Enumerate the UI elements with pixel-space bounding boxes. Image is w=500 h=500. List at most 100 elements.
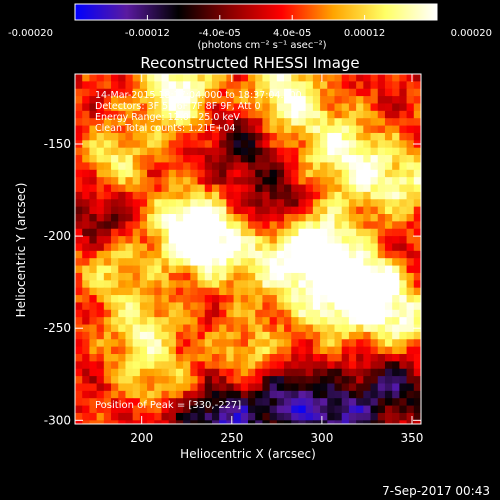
heatmap-pixel — [154, 295, 163, 304]
heatmap-pixel — [370, 169, 379, 178]
heatmap-pixel — [298, 191, 307, 200]
heatmap-pixel — [413, 125, 421, 134]
heatmap-pixel — [161, 206, 170, 215]
heatmap-pixel — [96, 221, 105, 230]
heatmap-pixel — [320, 324, 328, 333]
heatmap-pixel — [168, 265, 177, 274]
heatmap-pixel — [139, 155, 148, 164]
heatmap-pixel — [111, 258, 119, 267]
heatmap-pixel — [147, 74, 155, 82]
heatmap-pixel — [118, 376, 127, 385]
heatmap-pixel — [269, 96, 278, 105]
heatmap-pixel — [233, 162, 242, 171]
heatmap-pixel — [183, 236, 191, 245]
heatmap-pixel — [96, 96, 105, 105]
heatmap-pixel — [399, 398, 408, 407]
heatmap-pixel — [139, 376, 148, 385]
heatmap-pixel — [190, 206, 199, 215]
heatmap-pixel — [384, 287, 393, 296]
heatmap-pixel — [284, 368, 292, 377]
heatmap-pixel — [291, 162, 300, 171]
heatmap-pixel — [75, 96, 83, 105]
heatmap-pixel — [147, 420, 155, 424]
heatmap-pixel — [111, 184, 119, 193]
heatmap-pixel — [161, 118, 170, 127]
heatmap-pixel — [89, 214, 98, 222]
heatmap-pixel — [168, 339, 177, 348]
heatmap-pixel — [320, 280, 328, 289]
heatmap-pixel — [103, 250, 112, 259]
heatmap-pixel — [377, 155, 386, 164]
heatmap-pixel — [211, 280, 220, 289]
heatmap-pixel — [262, 376, 271, 385]
heatmap-pixel — [211, 368, 220, 377]
heatmap-pixel — [168, 412, 177, 421]
heatmap-pixel — [269, 103, 278, 112]
heatmap-pixel — [139, 265, 148, 274]
heatmap-pixel — [370, 155, 379, 164]
heatmap-pixel — [269, 309, 278, 318]
annotation-time-range: 14-Mar-2015 18:27:04.000 to 18:37:04.000 — [95, 90, 302, 101]
heatmap-pixel — [413, 88, 421, 97]
heatmap-pixel — [103, 236, 112, 245]
heatmap-pixel — [269, 258, 278, 267]
heatmap-pixel — [363, 118, 372, 127]
heatmap-pixel — [147, 206, 155, 215]
heatmap-pixel — [305, 331, 314, 340]
heatmap-pixel — [276, 125, 285, 134]
heatmap-pixel — [291, 309, 300, 318]
heatmap-pixel — [320, 243, 328, 252]
heatmap-pixel — [399, 103, 408, 112]
heatmap-pixel — [75, 331, 83, 340]
heatmap-pixel — [89, 88, 98, 97]
heatmap-pixel — [139, 250, 148, 259]
heatmap-pixel — [421, 89, 429, 97]
heatmap-pixel — [392, 309, 400, 318]
heatmap-pixel — [356, 368, 364, 377]
heatmap-pixel — [348, 118, 357, 127]
heatmap-pixel — [197, 155, 206, 164]
heatmap-pixel — [384, 412, 393, 421]
heatmap-pixel — [406, 250, 415, 259]
heatmap-pixel — [269, 221, 278, 230]
heatmap-pixel — [334, 214, 343, 222]
heatmap-pixel — [89, 346, 98, 355]
heatmap-pixel — [276, 390, 285, 399]
heatmap-pixel — [284, 110, 292, 119]
heatmap-pixel — [204, 354, 213, 362]
heatmap-pixel — [125, 81, 134, 90]
heatmap-pixel — [211, 177, 220, 186]
heatmap-pixel — [356, 265, 364, 274]
heatmap-pixel — [168, 206, 177, 215]
heatmap-pixel — [161, 331, 170, 340]
heatmap-pixel — [276, 302, 285, 311]
heatmap-pixel — [168, 214, 177, 222]
heatmap-pixel — [312, 354, 321, 362]
heatmap-pixel — [139, 383, 148, 392]
heatmap-pixel — [327, 280, 336, 289]
heatmap-pixel — [168, 147, 177, 156]
heatmap-pixel — [197, 169, 206, 178]
heatmap-pixel — [147, 155, 155, 164]
heatmap-pixel — [219, 169, 227, 178]
heatmap-pixel — [377, 177, 386, 186]
colorbar-tick-label: 4.0e-05 — [273, 28, 311, 39]
heatmap-pixel — [284, 118, 292, 127]
heatmap-pixel — [276, 243, 285, 252]
heatmap-pixel — [226, 280, 235, 289]
heatmap-pixel — [363, 265, 372, 274]
heatmap-pixel — [384, 177, 393, 186]
heatmap-pixel — [421, 96, 429, 104]
heatmap-pixel — [269, 405, 278, 414]
heatmap-pixel — [103, 405, 112, 414]
heatmap-pixel — [103, 177, 112, 186]
heatmap-pixel — [240, 376, 249, 385]
heatmap-pixel — [190, 295, 199, 304]
heatmap-pixel — [118, 354, 127, 362]
heatmap-pixel — [103, 368, 112, 377]
heatmap-pixel — [118, 169, 127, 178]
heatmap-pixel — [413, 74, 421, 82]
heatmap-pixel — [269, 250, 278, 259]
heatmap-pixel — [125, 280, 134, 289]
heatmap-pixel — [363, 390, 372, 399]
